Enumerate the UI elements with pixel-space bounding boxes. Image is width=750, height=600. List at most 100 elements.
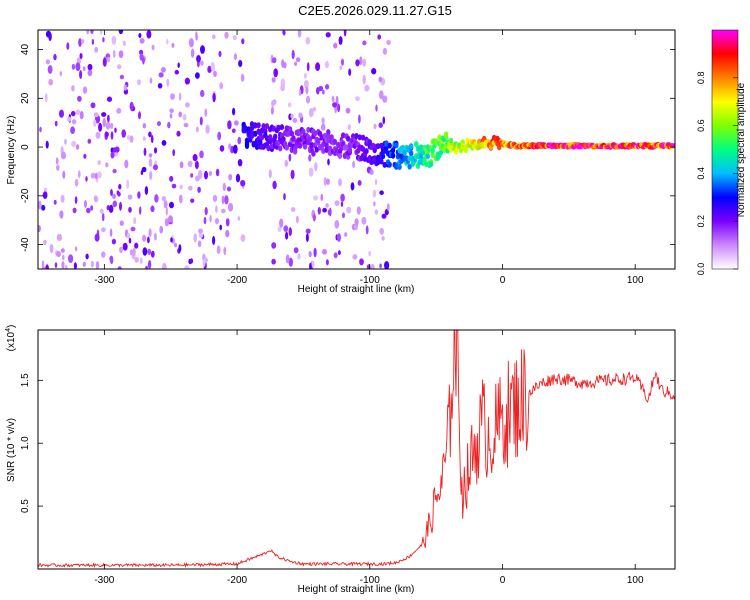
spectrogram-noise-cell xyxy=(118,50,124,58)
spectrogram-noise-cell xyxy=(56,233,63,241)
spectrogram-noise-cell xyxy=(233,53,238,61)
spectrogram-noise-cell xyxy=(285,254,290,264)
spectrogram-noise-cell xyxy=(218,50,222,58)
spectrogram-noise-cell xyxy=(85,176,88,182)
spectrogram-signal-cell xyxy=(394,142,399,149)
spectrogram-noise-cell xyxy=(140,170,144,176)
spectrogram-noise-cell xyxy=(108,204,114,213)
spectrogram-noise-cell xyxy=(195,31,198,41)
spectrogram-noise-cell xyxy=(154,147,157,154)
spectrogram-noise-cell xyxy=(365,225,369,235)
spectrogram-signal-cell xyxy=(276,125,281,132)
spectrogram-noise-cell xyxy=(39,126,42,133)
spectrogram-noise-cell xyxy=(151,44,155,51)
spectrogram-noise-cell xyxy=(292,118,298,123)
spectrogram-noise-cell xyxy=(86,30,90,35)
spectrogram-noise-cell xyxy=(95,261,100,269)
spectrogram-noise-cell xyxy=(112,168,117,174)
spectrogram-noise-cell xyxy=(371,68,377,75)
spectrogram-signal-cell xyxy=(375,143,381,150)
spectrogram-signal-cell xyxy=(438,149,444,156)
colorbar-label: Normalized spectral amplitude xyxy=(736,82,747,217)
spectrogram-noise-cell xyxy=(352,254,358,260)
spectrogram-noise-cell xyxy=(149,170,153,180)
spectrogram-noise-cell xyxy=(296,215,299,224)
spectrogram-noise-cell xyxy=(114,127,117,133)
spectrogram-noise-cell xyxy=(221,208,226,214)
spectrogram-signal-cell xyxy=(268,134,273,141)
spectrogram-noise-cell xyxy=(268,169,272,179)
y-tick-label: 0.5 xyxy=(20,499,31,513)
spectrogram-noise-cell xyxy=(290,113,294,119)
spectrogram-noise-cell xyxy=(74,196,78,204)
spectrogram-noise-cell xyxy=(101,112,107,117)
spectrogram-noise-cell xyxy=(111,35,117,46)
spectrogram-noise-cell xyxy=(381,213,387,219)
spectrogram-noise-cell xyxy=(133,217,137,225)
spectrogram-noise-cell xyxy=(119,220,124,226)
spectrogram-signal-cell xyxy=(362,155,367,162)
spectrogram-noise-cell xyxy=(298,89,302,96)
spectrogram-x-label: Height of straight line (km) xyxy=(298,284,415,295)
spectrogram-noise-cell xyxy=(325,203,329,208)
spectrogram-noise-cell xyxy=(324,60,329,69)
spectrogram-noise-cell xyxy=(190,258,194,264)
spectrogram-noise-cell xyxy=(228,173,233,181)
spectrogram-noise-cell xyxy=(176,130,181,137)
spectrogram-noise-cell xyxy=(297,30,302,38)
spectrogram-noise-cell xyxy=(70,110,76,117)
spectrogram-noise-cell xyxy=(48,32,52,41)
spectrogram-signal-cell xyxy=(424,161,429,168)
spectrogram-noise-cell xyxy=(128,237,132,244)
spectrogram-noise-cell xyxy=(347,124,351,130)
colorbar-tick-label: 0.2 xyxy=(696,215,706,228)
spectrogram-noise-cell xyxy=(177,62,180,68)
spectrogram-signal-cell xyxy=(379,158,384,165)
spectrogram-signal-cell xyxy=(397,164,402,170)
spectrogram-noise-cell xyxy=(61,261,65,269)
spectrogram-signal-cell xyxy=(297,142,303,149)
spectrogram-noise-cell xyxy=(78,38,82,47)
spectrogram-noise-cell xyxy=(53,53,57,61)
spectrogram-noise-cell xyxy=(200,89,205,98)
spectrogram-noise-cell xyxy=(345,107,351,114)
spectrogram-noise-cell xyxy=(219,82,224,90)
spectrogram-noise-cell xyxy=(94,172,98,180)
spectrogram-signal-cell xyxy=(253,122,258,129)
spectrogram-noise-cell xyxy=(145,265,148,269)
spectrogram-noise-cell xyxy=(196,126,199,133)
spectrogram-noise-cell xyxy=(277,226,282,233)
spectrogram-noise-cell xyxy=(305,36,311,45)
colorbar-tick-label: 0.4 xyxy=(696,167,706,180)
spectrogram-noise-cell xyxy=(297,253,301,260)
spectrogram-signal-cell xyxy=(384,140,389,147)
spectrogram-noise-cell xyxy=(112,147,117,153)
spectrogram-noise-cell xyxy=(111,238,116,245)
spectrogram-noise-cell xyxy=(95,131,101,139)
spectrogram-noise-cell xyxy=(109,228,113,237)
spectrogram-signal-cell xyxy=(279,124,285,131)
spectrogram-noise-cell xyxy=(204,108,208,118)
spectrogram-signal-cell xyxy=(302,143,308,150)
spectrogram-noise-cell xyxy=(129,101,134,111)
y-tick-label: -40 xyxy=(20,237,31,252)
spectrogram-noise-cell xyxy=(45,93,48,103)
spectrogram-noise-cell xyxy=(312,107,317,112)
spectrogram-noise-cell xyxy=(211,65,216,72)
spectrogram-noise-cell xyxy=(110,131,114,140)
spectrogram-noise-cell xyxy=(304,72,307,79)
spectrogram-signal-cell xyxy=(414,141,419,148)
spectrogram-signal-cell xyxy=(254,144,260,150)
spectrogram-noise-cell xyxy=(344,232,348,237)
spectrogram-noise-cell xyxy=(45,140,49,149)
spectrogram-signal-cell xyxy=(419,144,424,151)
spectrogram-noise-cell xyxy=(338,178,342,187)
spectrogram-noise-cell xyxy=(214,217,220,225)
spectrogram-noise-cell xyxy=(313,247,317,258)
spectrogram-noise-cell xyxy=(339,65,343,71)
spectrogram-noise-cell xyxy=(153,232,157,241)
spectrogram-noise-cell xyxy=(139,206,142,215)
spectrogram-noise-cell xyxy=(305,233,309,243)
spectrogram-signal-cell xyxy=(382,161,387,168)
